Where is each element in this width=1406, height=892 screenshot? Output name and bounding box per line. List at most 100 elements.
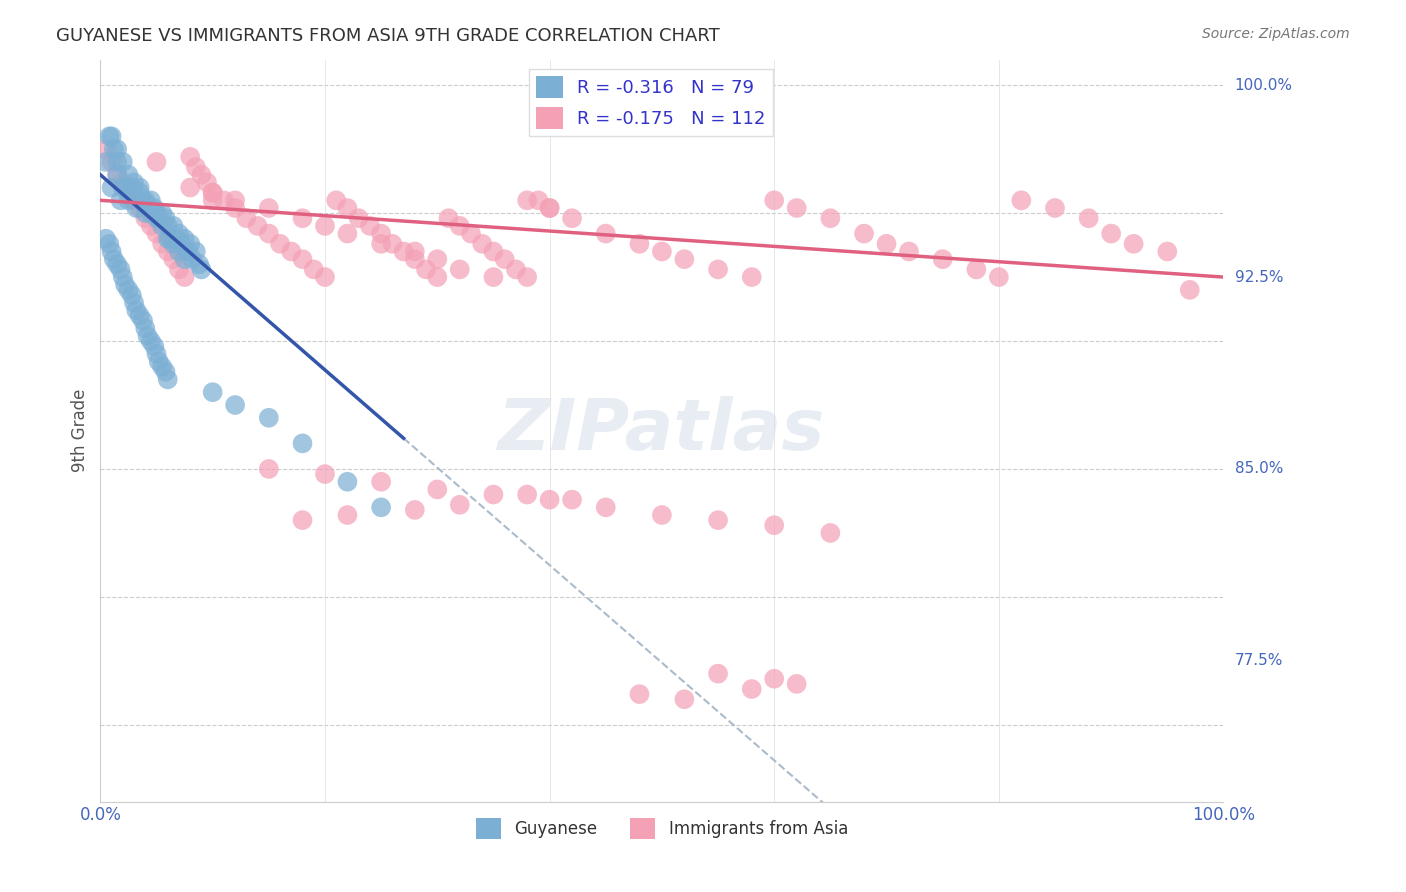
Point [128,180,150,194]
Point [179,180,201,194]
Point [449,498,471,512]
Point [156,219,179,233]
Y-axis label: 9th Grade: 9th Grade [72,389,89,472]
Point [347,211,370,226]
Text: ZIPatlas: ZIPatlas [498,396,825,465]
Point [381,236,404,251]
Point [145,347,167,361]
Point [150,236,173,251]
Point [280,244,302,259]
Point [1099,227,1122,241]
Point [121,288,143,302]
Point [134,211,156,226]
Point [426,252,449,267]
Point [257,201,280,215]
Point [741,270,763,285]
Point [98,236,121,251]
Point [117,283,139,297]
Point [527,194,550,208]
Point [134,206,156,220]
Point [449,262,471,277]
Point [117,186,139,200]
Point [184,160,207,174]
Point [111,155,134,169]
Point [404,244,426,259]
Point [392,244,415,259]
Point [150,359,173,374]
Point [173,270,195,285]
Point [145,211,167,226]
Point [148,211,170,226]
Point [111,180,134,194]
Point [595,500,617,515]
Point [162,219,184,233]
Point [177,244,200,259]
Point [195,175,218,189]
Point [145,206,167,220]
Point [336,227,359,241]
Point [136,198,159,212]
Point [302,262,325,277]
Point [224,194,246,208]
Text: 85.0%: 85.0% [1234,461,1282,476]
Point [139,334,162,348]
Point [188,257,211,271]
Point [166,232,188,246]
Point [471,236,494,251]
Point [132,313,155,327]
Point [103,142,125,156]
Point [449,219,471,233]
Text: 77.5%: 77.5% [1234,653,1282,668]
Point [132,194,155,208]
Point [201,186,224,200]
Point [128,309,150,323]
Point [122,194,145,208]
Point [538,201,561,215]
Text: 100.0%: 100.0% [1234,78,1292,93]
Point [538,201,561,215]
Point [190,262,212,277]
Point [114,277,136,292]
Point [94,155,117,169]
Point [786,201,808,215]
Text: Source: ZipAtlas.com: Source: ZipAtlas.com [1202,27,1350,41]
Point [291,513,314,527]
Point [100,244,122,259]
Point [415,262,437,277]
Point [965,262,987,277]
Point [155,365,177,379]
Point [150,206,173,220]
Point [150,219,173,233]
Point [156,232,179,246]
Point [651,244,673,259]
Point [167,227,190,241]
Point [100,129,122,144]
Point [628,687,651,701]
Point [143,339,166,353]
Point [122,175,145,189]
Point [184,244,207,259]
Point [257,410,280,425]
Point [105,142,128,156]
Point [94,232,117,246]
Point [100,155,122,169]
Point [359,219,381,233]
Point [201,186,224,200]
Point [201,385,224,400]
Point [269,236,291,251]
Point [105,168,128,182]
Point [100,180,122,194]
Point [162,252,184,267]
Point [1077,211,1099,226]
Point [179,150,201,164]
Point [404,252,426,267]
Point [741,681,763,696]
Point [707,513,730,527]
Point [291,211,314,226]
Point [673,692,696,706]
Point [494,252,516,267]
Point [179,236,201,251]
Point [212,194,235,208]
Point [105,257,128,271]
Point [139,194,162,208]
